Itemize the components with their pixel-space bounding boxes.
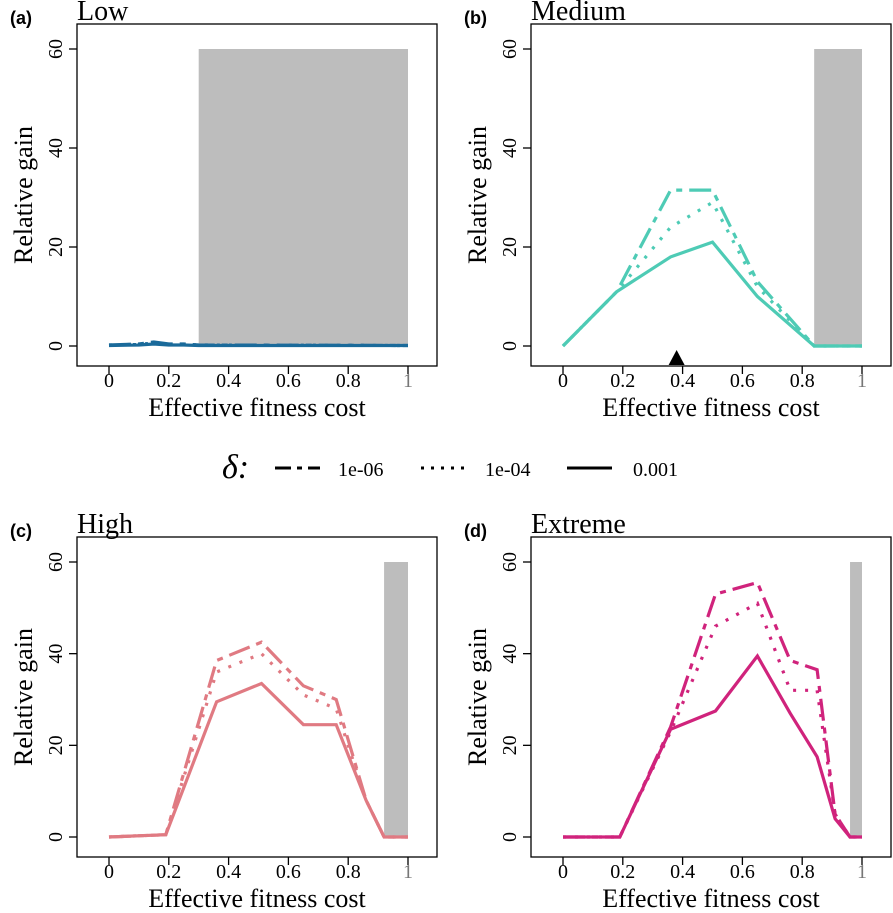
plot-frame xyxy=(76,23,438,367)
x-tick-label: 0.8 xyxy=(336,370,361,392)
x-tick-label: 0 xyxy=(104,370,114,392)
plot-frame xyxy=(76,536,438,858)
y-tick-label: 20 xyxy=(45,735,67,755)
panel-label: (a) xyxy=(10,8,32,28)
series-line-dotted xyxy=(563,601,862,839)
x-tick-label: 0.2 xyxy=(610,370,635,392)
legend: δ: 1e-06 1e-04 0.001 xyxy=(222,449,678,486)
x-tick-label: 0.4 xyxy=(216,861,241,883)
shaded-region xyxy=(198,49,408,346)
y-axis-label: Relative gain xyxy=(9,628,38,766)
y-tick-label: 60 xyxy=(45,552,67,572)
y-tick-label: 20 xyxy=(499,735,521,755)
panel-title: High xyxy=(77,509,133,540)
panel-high: 0 0.2 0.4 0.6 0.8 1 0 20 40 60 Effective fitness c… xyxy=(9,509,438,913)
panel-title: Extreme xyxy=(531,509,626,540)
y-axis-label: Relative gain xyxy=(9,126,38,264)
x-tick-label: 0 xyxy=(558,370,568,392)
plot-frame xyxy=(530,23,892,367)
x-axis-label: Effective fitness cost xyxy=(602,393,820,422)
x-tick-label: 0.2 xyxy=(610,861,635,883)
panel-label: (c) xyxy=(10,521,32,541)
x-tick-label: 0.8 xyxy=(790,861,815,883)
x-tick-label: 0.4 xyxy=(670,861,695,883)
x-tick-label: 0 xyxy=(558,861,568,883)
x-tick-label: 0.8 xyxy=(790,370,815,392)
y-axis-label: Relative gain xyxy=(463,628,492,766)
x-tick-label: 1 xyxy=(403,861,413,883)
x-tick-label: 1 xyxy=(857,370,867,392)
y-tick-label: 0 xyxy=(45,341,67,351)
x-tick-label: 0.6 xyxy=(730,861,755,883)
legend-label-dotted: 1e-04 xyxy=(485,459,531,481)
legend-label-solid: 0.001 xyxy=(633,459,678,481)
x-axis-label: Effective fitness cost xyxy=(602,884,820,913)
legend-label-dashed: 1e-06 xyxy=(338,459,384,481)
shaded-region xyxy=(850,562,862,837)
shaded-region xyxy=(384,562,408,837)
y-tick-label: 20 xyxy=(45,237,67,257)
x-axis-label: Effective fitness cost xyxy=(148,884,366,913)
series-line-solid xyxy=(563,653,862,839)
shaded-region xyxy=(814,49,862,346)
series-line-dotted xyxy=(108,651,408,839)
y-tick-label: 20 xyxy=(499,237,521,257)
x-tick-label: 0.4 xyxy=(670,370,695,392)
y-tick-label: 0 xyxy=(499,341,521,351)
plot-frame xyxy=(530,536,892,858)
series-line-solid xyxy=(108,681,408,839)
series-line-dashed xyxy=(563,580,862,839)
panels: 0 0.2 0.4 0.6 0.8 1 0 20 40 60 Effective fitness c… xyxy=(9,0,892,913)
panel-title: Low xyxy=(77,0,129,27)
x-tick-label: 0.8 xyxy=(336,861,361,883)
x-axis-label: Effective fitness cost xyxy=(148,393,366,422)
panel-extreme: 0 0.2 0.4 0.6 0.8 1 0 20 40 60 Effective fitness c… xyxy=(463,509,892,913)
y-axis-label: Relative gain xyxy=(463,126,492,264)
panel-low: 0 0.2 0.4 0.6 0.8 1 0 20 40 60 Effective fitness c… xyxy=(9,0,438,422)
y-tick-label: 60 xyxy=(45,39,67,59)
panel-medium: 0 0.2 0.4 0.6 0.8 1 0 20 40 60 Effective fitness c… xyxy=(463,0,892,422)
x-tick-label: 0.6 xyxy=(730,370,755,392)
x-tick-label: 0.6 xyxy=(276,370,301,392)
y-tick-label: 0 xyxy=(499,832,521,842)
y-tick-label: 40 xyxy=(45,138,67,158)
y-tick-label: 60 xyxy=(499,39,521,59)
x-tick-label: 0.4 xyxy=(216,370,241,392)
series-line-dashed xyxy=(108,640,408,839)
y-tick-label: 60 xyxy=(499,552,521,572)
y-tick-label: 40 xyxy=(45,644,67,664)
panel-label: (d) xyxy=(464,521,487,541)
x-tick-label: 0.6 xyxy=(276,861,301,883)
series-line-solid xyxy=(561,240,862,348)
panel-title: Medium xyxy=(531,0,626,27)
x-tick-label: 0.2 xyxy=(156,370,181,392)
x-tick-label: 0.2 xyxy=(156,861,181,883)
triangle-marker-icon xyxy=(668,350,685,365)
series-line-solid xyxy=(108,342,408,348)
panel-label: (b) xyxy=(464,8,487,28)
x-tick-label: 1 xyxy=(857,861,867,883)
x-tick-label: 0 xyxy=(104,861,114,883)
legend-symbol: δ: xyxy=(222,449,249,486)
x-tick-label: 1 xyxy=(403,370,413,392)
y-tick-label: 40 xyxy=(499,644,521,664)
y-tick-label: 0 xyxy=(45,832,67,842)
y-tick-label: 40 xyxy=(499,138,521,158)
